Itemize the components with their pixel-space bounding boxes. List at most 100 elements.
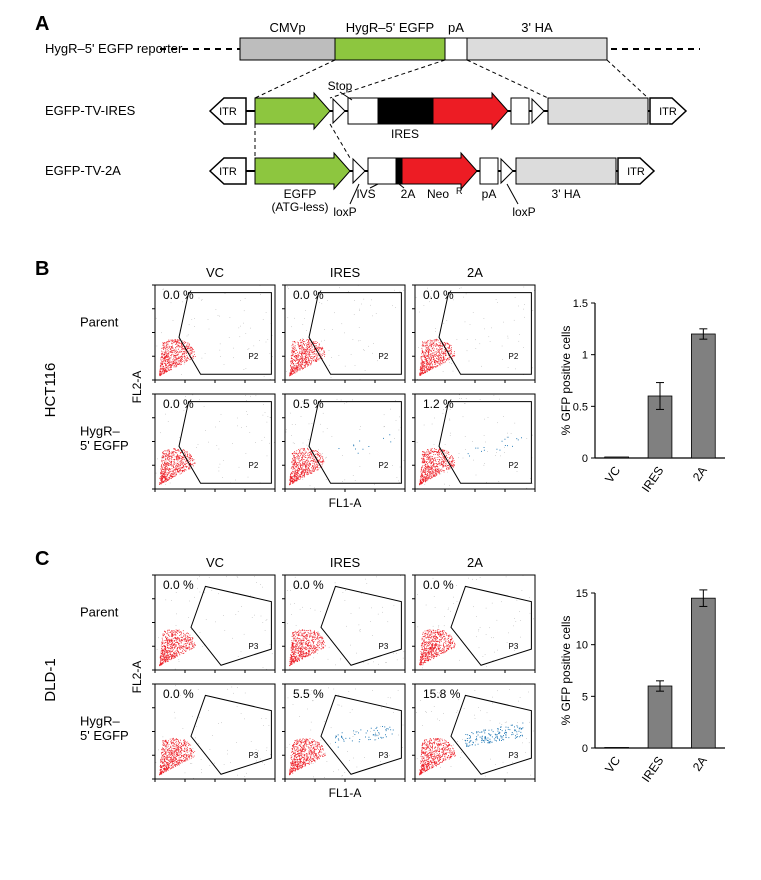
svg-text:0: 0 xyxy=(582,743,588,755)
svg-text:IRES: IRES xyxy=(639,754,667,785)
svg-text:P2: P2 xyxy=(509,352,519,361)
loxp-triangle xyxy=(353,159,365,183)
svg-text:loxP: loxP xyxy=(333,205,356,219)
svg-text:0.0 %: 0.0 % xyxy=(163,687,194,701)
svg-text:2A: 2A xyxy=(467,555,483,570)
svg-text:IRES: IRES xyxy=(391,127,419,141)
bar xyxy=(648,686,672,748)
segment xyxy=(445,38,467,60)
svg-text:Neo: Neo xyxy=(427,187,449,201)
svg-text:0: 0 xyxy=(582,453,588,465)
svg-text:P2: P2 xyxy=(249,461,259,470)
svg-text:3' HA: 3' HA xyxy=(552,187,581,201)
box-segment xyxy=(516,158,616,184)
svg-text:pA: pA xyxy=(482,187,497,201)
svg-text:C: C xyxy=(35,548,49,570)
segment xyxy=(335,38,445,60)
svg-text:HygR–5' EGFP reporter: HygR–5' EGFP reporter xyxy=(45,41,183,56)
svg-text:0.5 %: 0.5 % xyxy=(293,397,324,411)
svg-text:0.0 %: 0.0 % xyxy=(423,288,454,302)
box-segment xyxy=(511,98,529,124)
svg-text:2A: 2A xyxy=(690,464,710,484)
svg-text:FL2-A: FL2-A xyxy=(130,371,144,404)
svg-text:ITR: ITR xyxy=(627,166,645,178)
box-segment xyxy=(548,98,648,124)
svg-text:3' HA: 3' HA xyxy=(521,20,553,35)
svg-text:CMVp: CMVp xyxy=(269,20,305,35)
svg-text:1: 1 xyxy=(582,350,588,362)
bar xyxy=(691,598,715,748)
segment xyxy=(240,38,335,60)
figure: A CMVp HygR–5' EGFP pA 3' HA HygR–5' EGFP rep… xyxy=(0,0,761,880)
svg-text:P2: P2 xyxy=(379,461,389,470)
svg-text:0.0 %: 0.0 % xyxy=(163,288,194,302)
svg-text:IRES: IRES xyxy=(639,464,667,495)
box-segment xyxy=(378,98,433,124)
svg-text:HCT116: HCT116 xyxy=(42,363,59,418)
svg-text:IVS: IVS xyxy=(356,187,375,201)
svg-text:HygR–5' EGFP: HygR–5' EGFP xyxy=(80,424,129,453)
svg-text:2A: 2A xyxy=(401,187,416,201)
svg-text:ITR: ITR xyxy=(659,106,677,118)
svg-text:0.0 %: 0.0 % xyxy=(293,288,324,302)
svg-text:2A: 2A xyxy=(690,754,710,774)
gene-arrow xyxy=(255,93,330,129)
box-segment xyxy=(348,98,378,124)
svg-text:2A: 2A xyxy=(467,265,483,280)
svg-text:ITR: ITR xyxy=(219,166,237,178)
panel-c: C DLD-1 VC IRES 2A Parent P3 0.0 % P3 0.0 % P3 0.0 … xyxy=(35,548,725,800)
svg-text:15.8 %: 15.8 % xyxy=(423,687,461,701)
svg-text:EGFP: EGFP xyxy=(284,187,317,201)
svg-text:1.5: 1.5 xyxy=(573,298,588,310)
svg-text:0.0 %: 0.0 % xyxy=(163,578,194,592)
bar xyxy=(691,334,715,458)
svg-text:FL2-A: FL2-A xyxy=(130,661,144,694)
gene-arrow xyxy=(255,153,350,189)
svg-text:P3: P3 xyxy=(249,751,259,760)
gene-arrow xyxy=(402,153,477,189)
svg-text:0.0 %: 0.0 % xyxy=(293,578,324,592)
svg-text:P3: P3 xyxy=(509,642,519,651)
svg-text:VC: VC xyxy=(602,753,623,775)
panel-a: A CMVp HygR–5' EGFP pA 3' HA HygR–5' EGFP rep… xyxy=(35,13,700,219)
svg-text:HygR–5' EGFP: HygR–5' EGFP xyxy=(346,20,434,35)
svg-text:10: 10 xyxy=(576,640,588,652)
svg-text:A: A xyxy=(35,13,49,35)
svg-text:P2: P2 xyxy=(509,461,519,470)
loxp-triangle xyxy=(532,99,544,123)
svg-text:EGFP-TV-IRES: EGFP-TV-IRES xyxy=(45,103,136,118)
svg-text:P3: P3 xyxy=(509,751,519,760)
svg-text:0.0 %: 0.0 % xyxy=(423,578,454,592)
svg-text:5: 5 xyxy=(582,691,588,703)
svg-text:FL1-A: FL1-A xyxy=(329,786,362,800)
box-segment xyxy=(480,158,498,184)
box-segment xyxy=(368,158,396,184)
svg-text:(ATG-less): (ATG-less) xyxy=(271,200,328,214)
svg-text:5.5 %: 5.5 % xyxy=(293,687,324,701)
svg-text:FL1-A: FL1-A xyxy=(329,496,362,510)
svg-text:0.5: 0.5 xyxy=(573,401,588,413)
svg-text:15: 15 xyxy=(576,588,588,600)
bar xyxy=(605,747,629,748)
svg-text:Parent: Parent xyxy=(80,315,119,330)
loxp-triangle xyxy=(501,159,513,183)
svg-text:0.0 %: 0.0 % xyxy=(163,397,194,411)
svg-text:P3: P3 xyxy=(379,642,389,651)
svg-text:loxP: loxP xyxy=(512,205,535,219)
svg-text:VC: VC xyxy=(206,265,224,280)
svg-text:% GFP positive cells: % GFP positive cells xyxy=(559,616,573,726)
svg-text:IRES: IRES xyxy=(330,265,361,280)
svg-text:Parent: Parent xyxy=(80,605,119,620)
panel-b: B HCT116 VC IRES 2A Parent P2 0.0 % P2 0.0 % P2 0.0… xyxy=(35,258,725,510)
segment xyxy=(467,38,607,60)
gene-arrow xyxy=(433,93,508,129)
svg-text:P3: P3 xyxy=(379,751,389,760)
svg-text:P3: P3 xyxy=(249,642,259,651)
bar xyxy=(605,457,629,458)
svg-text:VC: VC xyxy=(602,463,623,485)
svg-text:ITR: ITR xyxy=(219,106,237,118)
svg-text:B: B xyxy=(35,258,49,280)
svg-text:DLD-1: DLD-1 xyxy=(42,658,59,701)
loxp-triangle xyxy=(333,99,345,123)
svg-text:pA: pA xyxy=(448,20,464,35)
